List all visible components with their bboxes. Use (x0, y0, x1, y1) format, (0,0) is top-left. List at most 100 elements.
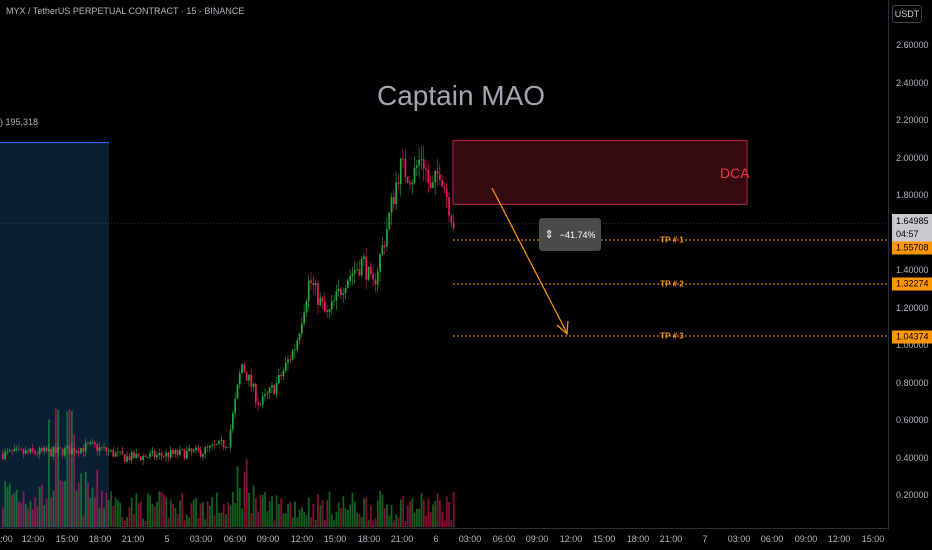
volume-bar (351, 492, 354, 527)
volume-bar (38, 486, 41, 527)
volume-bar (236, 465, 239, 527)
volume-bar (367, 519, 370, 527)
candle-body (245, 371, 248, 381)
volume-bar (114, 497, 117, 527)
volume-bar (379, 491, 381, 527)
volume-bar (57, 410, 59, 527)
volume-bar (393, 520, 395, 527)
time-tick-label: 09:00 (256, 534, 280, 544)
volume-bar (287, 503, 289, 527)
volume-bar (255, 498, 257, 527)
volume-bar (305, 515, 308, 527)
candle-body (328, 309, 331, 312)
price-tick-label: 0.40000 (896, 452, 929, 463)
volume-bar (50, 497, 53, 527)
volume-bar (353, 501, 356, 527)
candle-body (36, 453, 39, 455)
candle-body (18, 448, 20, 450)
candle-body (75, 451, 78, 453)
volume-bar (443, 520, 446, 527)
volume-bar (234, 502, 237, 527)
candle-body (367, 266, 370, 280)
candle-body (266, 392, 269, 395)
volume-bar (4, 481, 7, 527)
volume-bar (11, 494, 13, 527)
candle-body (379, 254, 381, 272)
volume-bar (151, 503, 154, 527)
candle-body (4, 451, 6, 459)
candle-body (64, 448, 66, 456)
volume-bar (153, 506, 156, 527)
candle-body (105, 447, 108, 452)
volume-bar (135, 493, 138, 527)
volume-bar (176, 514, 179, 527)
volume-bar (121, 516, 124, 527)
volume-bar (418, 508, 421, 527)
candle-body (156, 454, 158, 458)
volume-bar (160, 491, 163, 527)
candle-body (326, 309, 328, 312)
volume-bar (172, 504, 174, 527)
volume-bar (349, 504, 352, 527)
candle-body (388, 212, 391, 229)
candle-body (418, 159, 420, 166)
candle-body (432, 182, 434, 188)
candle-body (89, 442, 92, 445)
volume-bar (273, 520, 276, 527)
volume-bar (199, 503, 202, 527)
volume-bar (13, 492, 16, 527)
candle-body (344, 287, 347, 294)
candle-body (425, 168, 427, 171)
candle-body (236, 384, 239, 399)
candle-body (13, 448, 16, 452)
candle-body (257, 402, 259, 405)
candle-body (142, 455, 144, 460)
volume-bar (337, 502, 340, 527)
candle-body (100, 447, 103, 448)
candle-body (303, 312, 305, 324)
volume-bar (25, 504, 27, 527)
price-tick-label: 2.00000 (896, 152, 929, 163)
price-tick-label: 1.40000 (896, 265, 929, 275)
candle-body (337, 288, 340, 292)
candle-body (282, 370, 285, 377)
tp1-price-tag: 1.55708 (892, 241, 932, 255)
candle-body (439, 173, 441, 180)
volume-bar (45, 498, 48, 527)
candle-body (15, 448, 18, 450)
candle-body (450, 215, 453, 223)
volume-bar (87, 482, 89, 527)
candle-body (22, 449, 25, 454)
volume-bar (340, 508, 342, 527)
candle-body (195, 447, 197, 450)
volume-bar (123, 520, 126, 527)
volume-bar (89, 497, 92, 527)
candle-body (84, 443, 87, 452)
candle-body (209, 445, 211, 448)
measure-text: −41.74% (559, 229, 596, 240)
candle-body (340, 288, 342, 295)
candle-body (360, 258, 363, 276)
volume-bar (142, 518, 145, 527)
volume-bar (372, 520, 375, 527)
candle-body (146, 457, 149, 458)
price-tick-label: 1.20000 (896, 302, 929, 313)
volume-bar (386, 504, 388, 527)
volume-bar (278, 504, 280, 527)
volume-bar (289, 501, 292, 527)
volume-bar (317, 494, 319, 527)
volume-bar (169, 499, 172, 527)
candle-body (305, 301, 308, 313)
candle-body (452, 222, 455, 229)
volume-bar (156, 502, 158, 527)
time-tick-label: 09:00 (525, 534, 549, 544)
candle-body (11, 450, 13, 452)
candle-body (158, 453, 161, 455)
candle-body (215, 444, 218, 445)
volume-bar (314, 519, 317, 527)
candle-body (278, 375, 280, 383)
candle-body (103, 447, 105, 449)
time-tick-label: 06:00 (492, 534, 516, 544)
currency-button[interactable]: USDT (892, 5, 922, 23)
